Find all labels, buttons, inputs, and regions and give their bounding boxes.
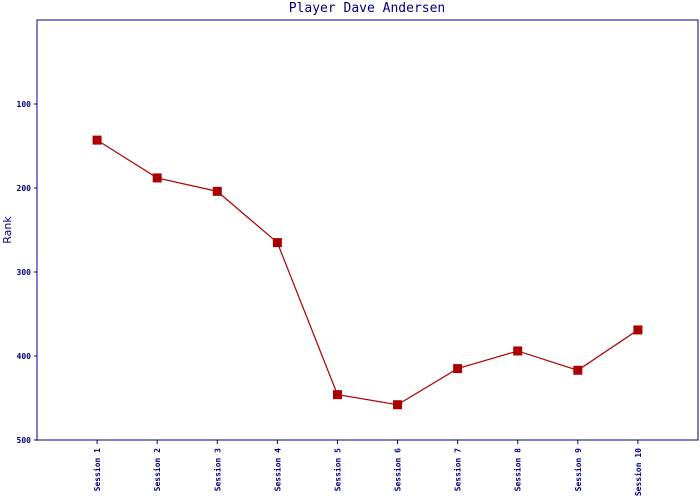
x-tick-label: Session 7 [453,448,463,492]
x-tick-label: Session 2 [152,448,162,492]
x-tick-label: Session 10 [633,448,643,496]
y-tick-label: 200 [17,184,32,193]
x-tick-label: Session 6 [393,448,403,492]
y-tick-label: 300 [17,268,32,277]
y-axis-label: Rank [1,216,14,244]
x-tick-label: Session 5 [332,448,342,492]
plot-frame [36,19,699,441]
series-line [96,139,639,406]
y-tick-label: 500 [17,436,32,445]
y-tick-label: 400 [17,352,32,361]
point-marker [513,346,523,356]
y-tick-label: 100 [17,100,32,109]
x-tick-label: Session 3 [212,448,222,492]
x-tick-label: Session 4 [272,448,282,492]
point-marker [453,364,463,374]
x-tick-label: Session 8 [513,448,523,492]
chart-title: Player Dave Andersen [289,1,446,16]
point-marker [152,173,162,183]
point-marker [633,325,643,335]
point-marker [573,365,583,375]
point-marker [212,186,222,196]
x-tick-label: Session 9 [573,448,583,492]
x-tick-label: Session 1 [92,448,102,492]
point-marker [393,400,403,410]
point-marker [332,390,342,400]
point-marker [272,238,282,248]
point-marker [92,135,102,145]
